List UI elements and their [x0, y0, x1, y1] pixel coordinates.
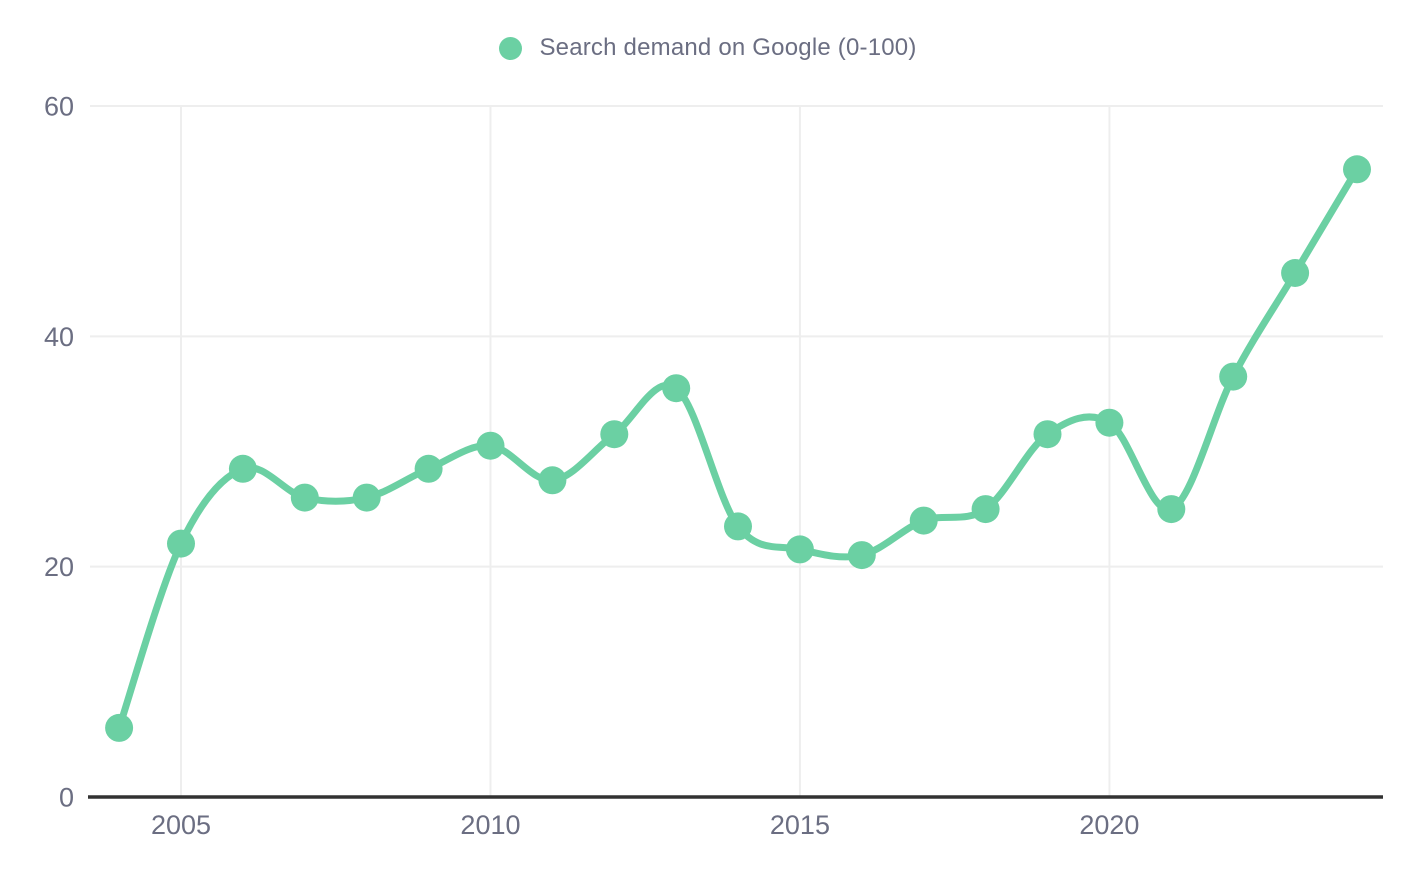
- data-point-2021[interactable]: [1157, 495, 1186, 524]
- x-tick-label-2010: 2010: [460, 810, 520, 840]
- data-point-2012[interactable]: [600, 420, 629, 449]
- data-point-2008[interactable]: [352, 483, 381, 512]
- data-point-2007[interactable]: [290, 483, 319, 512]
- data-point-2013[interactable]: [662, 374, 691, 403]
- y-tick-label-0: 0: [59, 783, 74, 813]
- data-point-2014[interactable]: [724, 512, 752, 541]
- data-point-2016[interactable]: [847, 541, 876, 570]
- data-point-2023[interactable]: [1281, 259, 1310, 287]
- data-point-2011[interactable]: [538, 466, 567, 495]
- y-tick-label-20: 20: [44, 552, 74, 582]
- legend-label: Search demand on Google (0-100): [539, 34, 917, 61]
- y-tick-label-40: 40: [44, 322, 74, 352]
- legend-marker-icon: [499, 36, 523, 60]
- data-point-2018[interactable]: [971, 495, 1000, 524]
- series-line: [115, 165, 1361, 732]
- gridlines: [90, 105, 1383, 797]
- data-point-2010[interactable]: [476, 431, 505, 460]
- legend-item[interactable]: Search demand on Google (0-100): [0, 34, 1416, 62]
- x-tick-label-2015: 2015: [770, 810, 830, 840]
- x-tick-label-2020: 2020: [1079, 810, 1139, 840]
- data-point-2006[interactable]: [228, 454, 257, 483]
- data-point-2022[interactable]: [1219, 362, 1248, 391]
- data-point-2004[interactable]: [105, 713, 134, 742]
- y-tick-label-60: 60: [44, 92, 74, 122]
- data-point-2020[interactable]: [1095, 408, 1124, 437]
- data-point-2024[interactable]: [1343, 155, 1371, 184]
- data-point-2015[interactable]: [785, 535, 814, 564]
- x-axis-tick-labels: 2005 2010 2015 2020: [151, 810, 1140, 840]
- data-point-2005[interactable]: [167, 529, 195, 558]
- data-point-2019[interactable]: [1033, 420, 1062, 449]
- data-point-2009[interactable]: [414, 454, 443, 483]
- x-tick-label-2005: 2005: [151, 810, 211, 840]
- data-point-2017[interactable]: [909, 506, 938, 535]
- y-axis-tick-labels: 0 20 40 60: [44, 92, 74, 813]
- series-points[interactable]: [105, 155, 1371, 742]
